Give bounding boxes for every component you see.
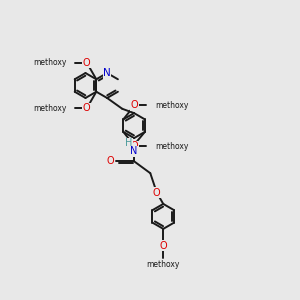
Text: methoxy: methoxy	[147, 260, 180, 269]
Text: H: H	[125, 138, 132, 148]
Text: methoxy: methoxy	[34, 104, 67, 113]
Text: methoxy: methoxy	[34, 58, 67, 67]
Text: N: N	[130, 146, 138, 156]
Text: methoxy: methoxy	[155, 142, 188, 151]
Text: O: O	[131, 141, 139, 151]
Text: methoxy: methoxy	[155, 100, 188, 109]
Text: O: O	[83, 58, 91, 68]
Text: O: O	[131, 100, 139, 110]
Text: O: O	[159, 241, 167, 250]
Text: O: O	[83, 103, 91, 113]
Text: N: N	[103, 68, 111, 78]
Text: O: O	[106, 156, 114, 166]
Text: O: O	[153, 188, 160, 198]
